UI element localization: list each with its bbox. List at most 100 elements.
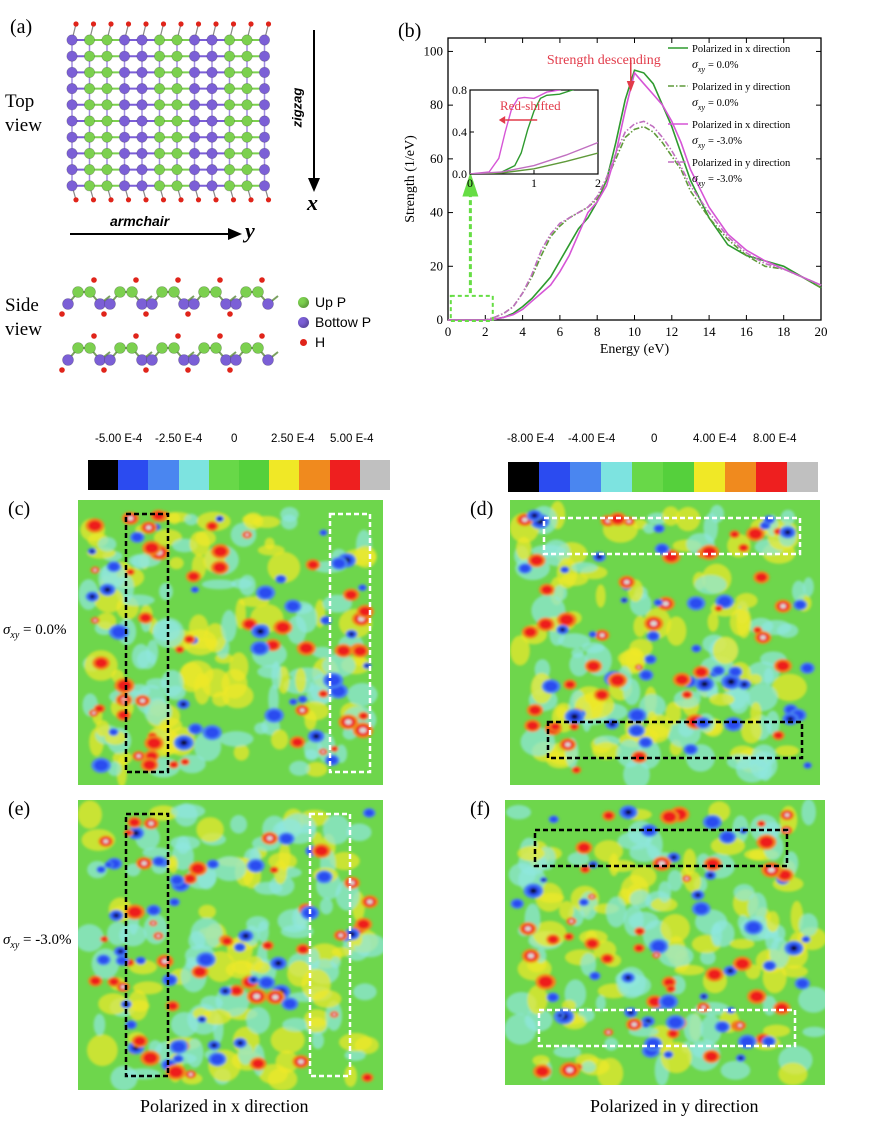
blob-center [566, 1067, 574, 1073]
blob-core [565, 933, 573, 940]
blob-halo [86, 1034, 118, 1067]
highlight-box-0 [542, 516, 802, 556]
blob-halo [267, 551, 301, 583]
bottom-p-atom [66, 164, 78, 176]
blob-center [702, 995, 706, 998]
blob-core [208, 860, 218, 868]
blob-halo [282, 1017, 310, 1032]
blob-core [94, 759, 109, 771]
blob-halo [295, 667, 307, 693]
blob-core [526, 721, 539, 731]
legend-sigma-0: σxy = 0.0% [692, 57, 739, 74]
blob-core [804, 763, 811, 768]
blob-halo [729, 938, 755, 950]
up-p-atom [252, 342, 264, 354]
blob-core [263, 942, 272, 949]
map-c [78, 500, 383, 785]
bottom-p-atom [259, 34, 271, 46]
legend-h: H [298, 332, 371, 352]
bottom-p-atom [94, 298, 106, 310]
blob-core [662, 811, 677, 823]
blob-core [695, 667, 707, 677]
blob-halo [712, 636, 739, 665]
h-atom [133, 277, 139, 283]
panel-d-label: (d) [470, 498, 494, 520]
blob-center [297, 1059, 304, 1065]
blob-halo [567, 852, 590, 866]
blob-center [271, 994, 279, 1000]
blob-core [97, 866, 105, 873]
blob-halo [605, 896, 627, 928]
blob-core [586, 939, 598, 948]
blob-halo [170, 1011, 199, 1038]
blob-halo [278, 842, 291, 871]
blob-halo [270, 1026, 305, 1054]
bottom-p-atom [188, 354, 200, 366]
blob-center [151, 922, 155, 925]
blob-core [111, 626, 126, 638]
blob-halo [254, 722, 269, 735]
up-p-atom [154, 147, 166, 159]
up-p-atom [84, 342, 96, 354]
colorbar-swatch-0 [508, 462, 539, 492]
blob-core [154, 857, 164, 866]
colorbar-swatch-1 [118, 460, 149, 490]
blob-core [802, 936, 810, 942]
sigma-bottom-label: σxy = -3.0% [3, 932, 72, 951]
bottom-p-atom [66, 83, 78, 95]
blob-core [758, 821, 765, 827]
up-p-atom [224, 66, 236, 78]
up-p-atom [154, 34, 166, 46]
bottom-p-atom [118, 147, 130, 159]
legend-sigma-value: = 0.0% [708, 98, 739, 109]
red-shifted-label: Red-shifted [500, 98, 561, 113]
blob-core [286, 601, 300, 611]
blob-core [589, 632, 596, 637]
blob-core [298, 945, 309, 954]
blob-halo [231, 578, 253, 589]
bottom-p-atom [259, 50, 271, 62]
h-atom [213, 197, 219, 203]
panel-f-label: (f) [470, 798, 490, 820]
blob-halo [143, 914, 168, 945]
bottom-p-atom [66, 99, 78, 111]
up-p-atom [240, 286, 252, 298]
cb-right-label-1: -4.00 E-4 [568, 433, 616, 445]
blob-halo [709, 693, 735, 706]
blob-core [280, 834, 293, 844]
blob-center [253, 993, 261, 1000]
h-atom [248, 197, 254, 203]
blob-center [349, 632, 354, 636]
blob-core [730, 531, 739, 538]
blob-center [113, 913, 119, 918]
up-p-atom [171, 83, 183, 95]
h-atom [178, 197, 184, 203]
blob-center [243, 933, 249, 939]
h-atom [133, 333, 139, 339]
legend-sigma-sub: xy [697, 65, 706, 74]
colorbar-swatch-8 [329, 460, 360, 490]
blob-core [654, 599, 662, 606]
blob-core [535, 1066, 549, 1077]
blob-center [332, 1013, 336, 1016]
blob-halo [301, 968, 331, 1001]
blob-center [637, 666, 641, 669]
blob-core [145, 542, 159, 554]
blob-halo [761, 619, 792, 636]
blob-halo [264, 537, 275, 550]
blob-core [117, 680, 132, 692]
bottom-p-atom [262, 298, 274, 310]
blob-core [331, 746, 338, 752]
legend-sigma-symbol: σ [692, 171, 699, 185]
cb-left-label-2: 0 [231, 433, 238, 445]
blob-center [122, 701, 126, 704]
x-tick-label: 0 [445, 324, 452, 339]
blob-core [258, 587, 273, 599]
blob-halo [128, 959, 158, 975]
inset-x-tick-label: 1 [531, 176, 537, 190]
legend-sigma-sub: xy [697, 179, 706, 188]
blob-halo [778, 1062, 808, 1085]
bottom-p-atom [189, 99, 201, 111]
up-p-atom [198, 286, 210, 298]
up-p-atom [241, 34, 253, 46]
